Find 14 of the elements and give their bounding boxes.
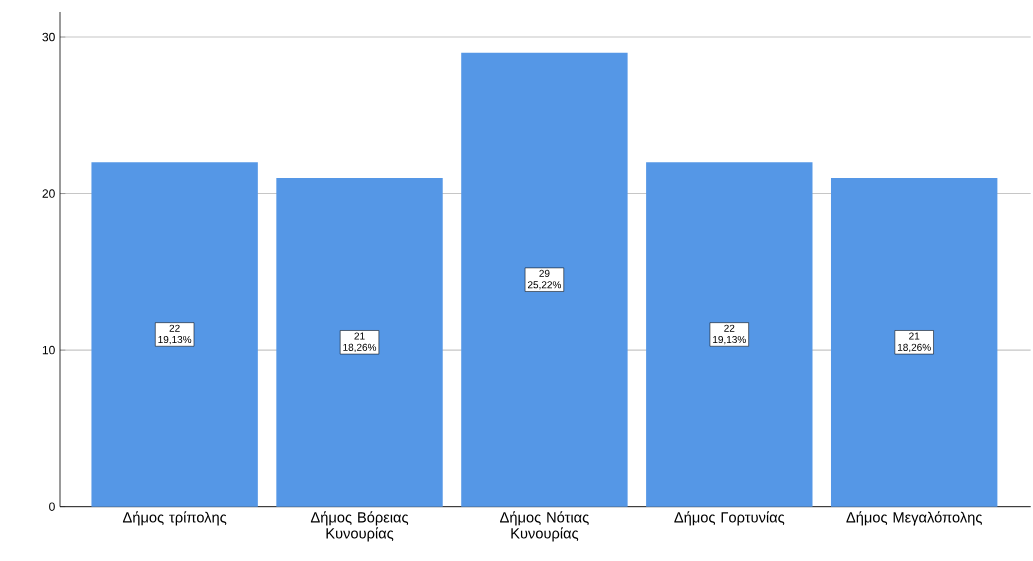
- y-tick-label: 30: [42, 32, 55, 42]
- x-tick-label: Δήμος Νότιας Κυνουρίας: [500, 511, 589, 542]
- data-label: 21 18,26%: [897, 332, 931, 353]
- x-tick-label: Δήμος Γορτυνίας: [674, 511, 785, 526]
- data-label: 29 25,22%: [527, 269, 562, 290]
- y-tick-label: 10: [42, 345, 55, 355]
- x-tick-label: Δήμος Μεγαλόπολης: [846, 511, 982, 526]
- x-tick-label: Δήμος τρίπολης: [122, 511, 227, 526]
- data-label: 21 18,26%: [343, 332, 377, 353]
- data-label: 22 19,13%: [158, 324, 192, 345]
- data-label: 22 19,13%: [713, 324, 746, 345]
- x-tick-label: Δήμος Βόρειας Κυνουρίας: [310, 511, 409, 542]
- y-tick-label: 20: [42, 189, 55, 198]
- y-tick-label: 0: [49, 502, 55, 511]
